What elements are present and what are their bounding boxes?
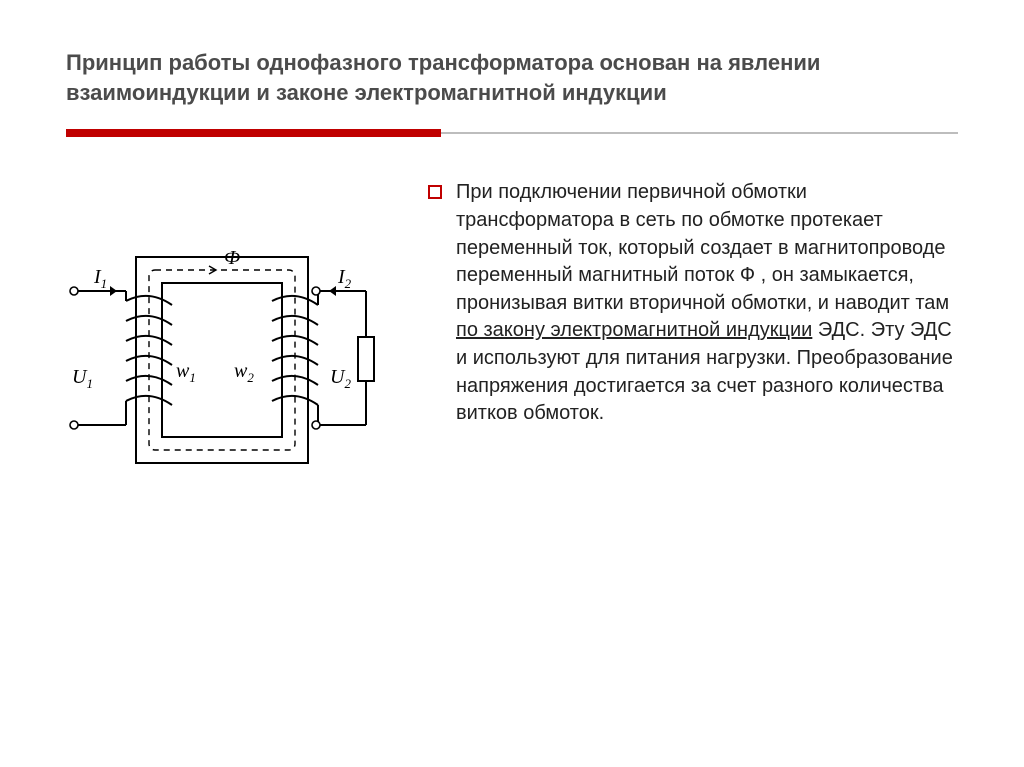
svg-text:w1: w1 [176, 360, 196, 385]
paragraph-underline: по закону электромагнитной индукции [456, 319, 812, 341]
svg-text:U2: U2 [330, 366, 351, 391]
bullet-item: При подключении первичной обмотки трансф… [428, 179, 958, 427]
svg-text:I2: I2 [337, 266, 352, 291]
svg-text:I1: I1 [93, 266, 107, 291]
svg-text:Ф: Ф [224, 247, 240, 269]
transformer-diagram: I1 I2 U1 U2 w1 w2 Ф [66, 205, 386, 505]
svg-text:w2: w2 [234, 360, 254, 385]
text-column: При подключении первичной обмотки трансф… [428, 179, 958, 427]
diagram-column: I1 I2 U1 U2 w1 w2 Ф [66, 179, 396, 505]
paragraph-pre: При подключении первичной обмотки трансф… [456, 181, 949, 313]
divider [66, 129, 958, 137]
svg-text:U1: U1 [72, 366, 93, 391]
paragraph: При подключении первичной обмотки трансф… [456, 179, 958, 427]
content-row: I1 I2 U1 U2 w1 w2 Ф При подключении первичной … [66, 179, 958, 505]
divider-light [441, 132, 958, 134]
page-title: Принцип работы однофазного трансформатор… [66, 48, 958, 107]
bullet-icon [428, 185, 442, 199]
divider-accent [66, 129, 441, 137]
